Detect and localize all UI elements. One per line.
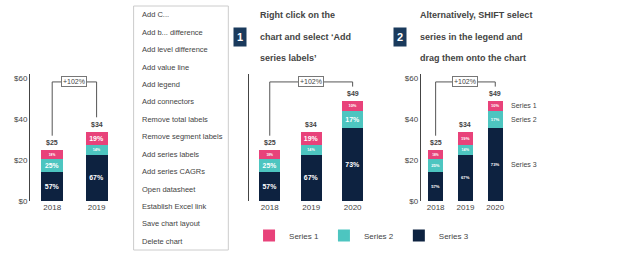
svg-text:$25: $25 bbox=[264, 139, 276, 147]
svg-text:+102%: +102% bbox=[300, 78, 322, 85]
svg-text:Establish Excel link: Establish Excel link bbox=[142, 202, 206, 211]
svg-text:Add b... difference: Add b... difference bbox=[142, 28, 203, 37]
svg-text:Series 2: Series 2 bbox=[511, 116, 537, 123]
svg-text:$0: $0 bbox=[409, 197, 418, 206]
svg-text:14%: 14% bbox=[462, 148, 470, 152]
svg-text:67%: 67% bbox=[304, 174, 318, 181]
svg-text:$60: $60 bbox=[405, 74, 419, 83]
svg-text:18%: 18% bbox=[49, 153, 56, 157]
svg-text:Right click on the: Right click on the bbox=[260, 10, 335, 20]
svg-text:2019: 2019 bbox=[88, 203, 106, 212]
svg-text:Series 1: Series 1 bbox=[289, 232, 319, 241]
svg-text:10%: 10% bbox=[348, 103, 356, 108]
svg-text:Series 1: Series 1 bbox=[511, 102, 537, 109]
svg-text:Add connectors: Add connectors bbox=[142, 97, 194, 106]
svg-text:10%: 10% bbox=[491, 103, 499, 108]
svg-text:18%: 18% bbox=[266, 153, 273, 157]
svg-text:17%: 17% bbox=[345, 116, 359, 123]
svg-text:17%: 17% bbox=[491, 117, 500, 122]
svg-text:Alternatively, SHIFT select: Alternatively, SHIFT select bbox=[420, 10, 532, 20]
svg-text:2019: 2019 bbox=[302, 203, 320, 212]
svg-text:Add value line: Add value line bbox=[142, 63, 189, 72]
svg-text:19%: 19% bbox=[304, 135, 318, 142]
svg-text:$60: $60 bbox=[14, 74, 28, 83]
svg-text:57%: 57% bbox=[45, 183, 60, 190]
svg-text:$40: $40 bbox=[14, 115, 28, 124]
svg-text:$49: $49 bbox=[489, 90, 501, 98]
svg-text:Remove total labels: Remove total labels bbox=[142, 115, 208, 124]
svg-text:57%: 57% bbox=[431, 184, 440, 189]
svg-text:Add series labels: Add series labels bbox=[142, 150, 199, 159]
svg-text:14%: 14% bbox=[93, 148, 101, 152]
svg-text:Add level difference: Add level difference bbox=[142, 45, 208, 54]
svg-text:2: 2 bbox=[397, 31, 403, 43]
svg-text:19%: 19% bbox=[461, 136, 470, 141]
svg-text:drag them onto the chart: drag them onto the chart bbox=[420, 53, 526, 63]
svg-text:Series 3: Series 3 bbox=[439, 232, 469, 241]
svg-text:Add C...: Add C... bbox=[142, 10, 169, 19]
svg-text:$34: $34 bbox=[91, 121, 103, 129]
svg-text:series in the legend and: series in the legend and bbox=[420, 32, 523, 42]
svg-text:25%: 25% bbox=[431, 163, 440, 168]
svg-text:2018: 2018 bbox=[261, 203, 279, 212]
svg-text:1: 1 bbox=[237, 31, 243, 43]
svg-text:2019: 2019 bbox=[457, 203, 475, 212]
svg-text:73%: 73% bbox=[491, 162, 500, 167]
svg-text:$0: $0 bbox=[18, 197, 27, 206]
svg-text:2018: 2018 bbox=[427, 203, 445, 212]
svg-text:14%: 14% bbox=[307, 148, 315, 152]
svg-text:18%: 18% bbox=[432, 153, 439, 157]
svg-text:Save chart layout: Save chart layout bbox=[142, 219, 201, 228]
svg-text:Delete chart: Delete chart bbox=[142, 237, 183, 246]
svg-text:Series 2: Series 2 bbox=[364, 232, 394, 241]
svg-text:$25: $25 bbox=[430, 139, 442, 147]
svg-text:67%: 67% bbox=[461, 175, 470, 180]
svg-text:25%: 25% bbox=[263, 162, 277, 169]
svg-text:Open datasheet: Open datasheet bbox=[142, 185, 196, 194]
svg-text:73%: 73% bbox=[345, 161, 359, 168]
svg-text:$20: $20 bbox=[14, 156, 28, 165]
svg-text:Remove segment labels: Remove segment labels bbox=[142, 132, 223, 141]
svg-text:$34: $34 bbox=[459, 121, 471, 129]
svg-text:57%: 57% bbox=[262, 183, 276, 190]
svg-text:$40: $40 bbox=[405, 115, 419, 124]
svg-text:Series 3: Series 3 bbox=[511, 161, 537, 168]
svg-text:67%: 67% bbox=[89, 174, 104, 181]
svg-text:+102%: +102% bbox=[63, 78, 85, 85]
svg-text:25%: 25% bbox=[45, 162, 59, 169]
svg-text:2018: 2018 bbox=[43, 203, 61, 212]
svg-text:chart and select ‘Add: chart and select ‘Add bbox=[260, 32, 351, 42]
svg-text:$20: $20 bbox=[405, 156, 419, 165]
svg-text:Add legend: Add legend bbox=[142, 80, 180, 89]
svg-text:+102%: +102% bbox=[454, 78, 476, 85]
svg-text:19%: 19% bbox=[89, 135, 104, 142]
svg-text:$25: $25 bbox=[46, 139, 58, 147]
svg-text:2020: 2020 bbox=[486, 203, 504, 212]
svg-text:2020: 2020 bbox=[344, 203, 362, 212]
svg-text:Add series CAGRs: Add series CAGRs bbox=[142, 167, 205, 176]
svg-text:series labels’: series labels’ bbox=[260, 53, 317, 63]
svg-text:$49: $49 bbox=[347, 90, 359, 98]
svg-text:$34: $34 bbox=[305, 121, 317, 129]
